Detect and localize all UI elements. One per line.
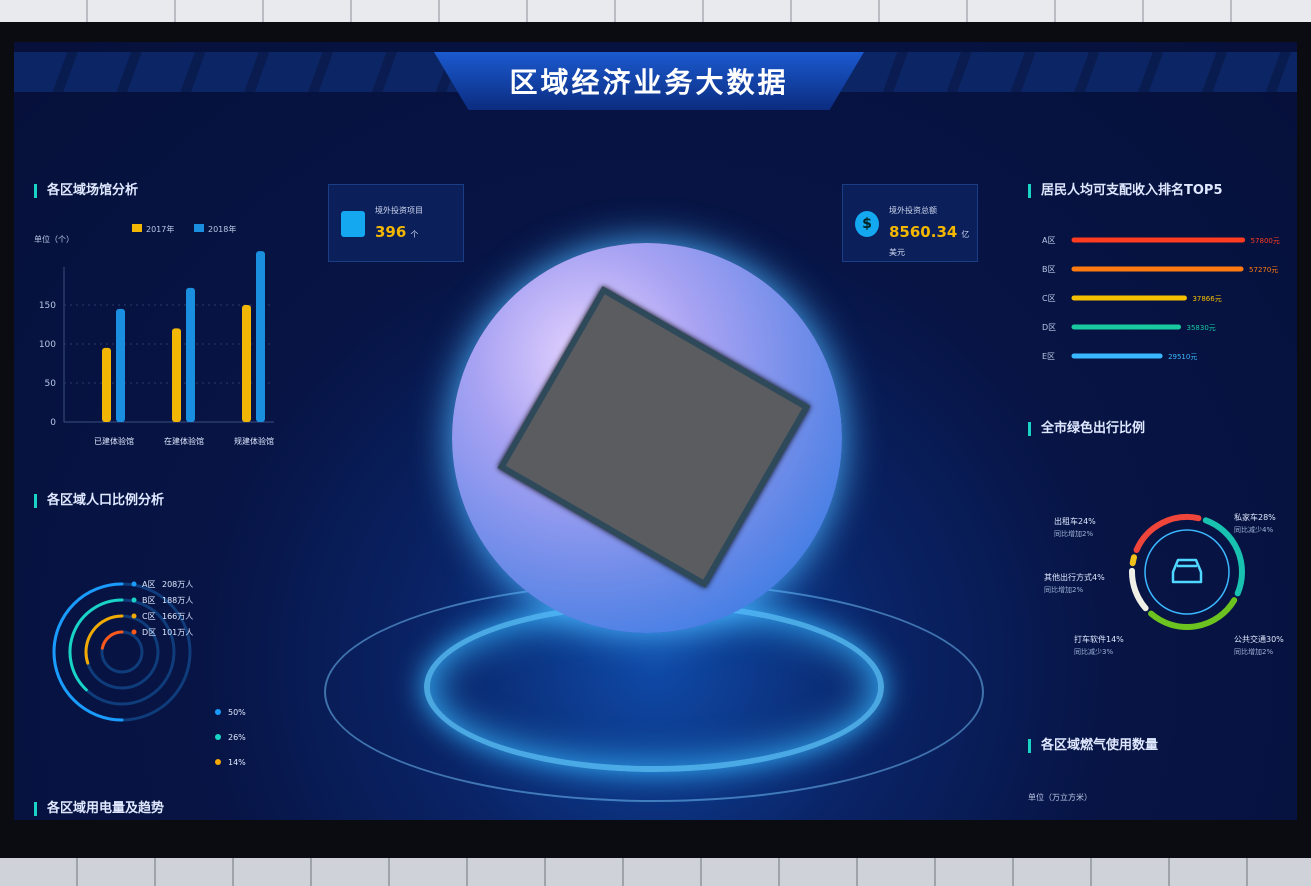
venues-title: 各区域场馆分析 <box>34 184 138 198</box>
car-icon <box>1171 558 1203 584</box>
region-label: E区 <box>1042 352 1055 361</box>
x-tick-label: 在建体验馆 <box>164 436 204 446</box>
donut-segment <box>1202 517 1245 597</box>
bar-2017年 <box>102 347 111 422</box>
ring-B区 <box>68 598 124 692</box>
legend-swatch <box>194 224 204 232</box>
dashboard-screen: 区域经济业务大数据 各区域场馆分析 单位（个） 2017年 2018年 0 50 100 1… <box>14 42 1297 820</box>
legend-pct: 50% <box>228 708 246 717</box>
population-title: 各区域人口比例分析 <box>34 494 164 508</box>
legend-dot <box>215 734 221 740</box>
income-value: 57270元 <box>1249 266 1278 274</box>
region-label: D区 <box>142 628 156 637</box>
y-tick-label: 100 <box>39 340 56 350</box>
income-value: 37866元 <box>1192 295 1221 303</box>
ring-dot <box>131 629 137 635</box>
gas-title: 各区域燃气使用数量 <box>1028 739 1158 753</box>
region-label: A区 <box>1042 236 1055 245</box>
y-tick-label: 50 <box>45 379 57 389</box>
segment-label: 公共交通30% <box>1234 634 1284 644</box>
inner-circle <box>1144 529 1230 615</box>
legend-dot <box>215 759 221 765</box>
y-tick-label: 150 <box>39 301 56 311</box>
bar-2017年 <box>242 305 251 422</box>
income-value: 35830元 <box>1187 324 1216 332</box>
electricity-title: 各区域用电量及趋势 <box>34 802 164 816</box>
legend-label: 2018年 <box>208 224 236 234</box>
legend-swatch <box>132 224 142 232</box>
card-projects: 境外投资项目 396 个 <box>328 184 464 262</box>
card-value: 8560.34 亿美元 <box>889 223 977 259</box>
bar-2017年 <box>172 328 181 422</box>
segment-label: 打车软件14% <box>1074 634 1124 644</box>
region-label: A区 <box>142 580 155 589</box>
donut-segment <box>1148 597 1238 630</box>
segment-change: 同比减少3% <box>1074 647 1113 656</box>
amount-value: 8560.34 <box>889 223 958 241</box>
bar-2018年 <box>256 251 265 422</box>
amount-unit: 亿美元 <box>889 230 970 257</box>
bar-2018年 <box>186 287 195 422</box>
region-label: C区 <box>142 612 156 621</box>
venues-bar-chart: 单位（个） 2017年 2018年 0 50 100 150 已建体验馆 在建体验馆 规建体验馆 <box>34 224 274 446</box>
donut-segment <box>1133 514 1202 553</box>
income-value: 57800元 <box>1251 237 1280 245</box>
segment-label: 私家车28% <box>1234 512 1276 522</box>
segment-label: 出租车24% <box>1054 516 1096 526</box>
donut-segment <box>1129 567 1149 612</box>
list-folder-icon <box>341 211 365 237</box>
card-label: 境外投资项目 <box>375 206 423 215</box>
segment-change: 同比减少4% <box>1234 525 1273 534</box>
legend-dot <box>215 709 221 715</box>
floor-background <box>0 858 1311 886</box>
green-travel-title: 全市绿色出行比例 <box>1028 422 1145 436</box>
y-tick-label: 0 <box>50 418 56 428</box>
region-value: 208万人 <box>162 580 193 589</box>
dollar-icon: $ <box>855 211 879 237</box>
ring-C区 <box>84 614 124 665</box>
ring-D区 <box>100 630 124 650</box>
legend-label: 2017年 <box>146 224 174 234</box>
legend-pct: 14% <box>228 758 246 767</box>
gas-unit: 单位（万立方米） <box>1028 793 1092 802</box>
green-travel-donut: 私家车28% 同比减少4% 公共交通30% 同比增加2% 打车软件14% 同比减少3% 其他… <box>1044 512 1284 656</box>
donut-segment <box>1129 554 1138 567</box>
ring-dot <box>131 613 137 619</box>
region-value: 101万人 <box>162 628 193 637</box>
region-label: B区 <box>142 596 156 605</box>
ring-A区 <box>52 582 124 722</box>
income-value: 29510元 <box>1168 353 1197 361</box>
bar-2018年 <box>116 308 125 422</box>
card-label: 境外投资总额 <box>889 206 937 215</box>
region-value: 166万人 <box>162 612 193 621</box>
segment-change: 同比增加2% <box>1054 529 1093 538</box>
region-label: D区 <box>1042 323 1056 332</box>
page-title: 区域经济业务大数据 <box>509 66 789 99</box>
projects-value: 396 <box>375 223 407 241</box>
legend-pct: 26% <box>228 733 246 742</box>
x-tick-label: 规建体验馆 <box>234 436 274 446</box>
segment-change: 同比增加2% <box>1044 585 1083 594</box>
income-bar-chart: A区 57800元 B区 57270元 C区 37866元 D区 35830元 E区 29510元 <box>1042 236 1280 361</box>
title-banner: 区域经济业务大数据 <box>434 52 864 110</box>
unit-label: 单位（个） <box>34 234 74 244</box>
region-value: 188万人 <box>162 596 193 605</box>
card-amount: $ 境外投资总额 8560.34 亿美元 <box>842 184 978 262</box>
segment-change: 同比增加2% <box>1234 647 1273 656</box>
income-title: 居民人均可支配收入排名TOP5 <box>1028 184 1223 198</box>
segment-label: 其他出行方式4% <box>1044 572 1105 582</box>
projects-unit: 个 <box>410 230 419 239</box>
region-label: C区 <box>1042 294 1056 303</box>
region-label: B区 <box>1042 265 1056 274</box>
x-tick-label: 已建体验馆 <box>94 436 134 446</box>
wall-background <box>0 0 1311 22</box>
ring-dot <box>131 581 137 587</box>
card-value: 396 个 <box>375 223 418 241</box>
ring-dot <box>131 597 137 603</box>
